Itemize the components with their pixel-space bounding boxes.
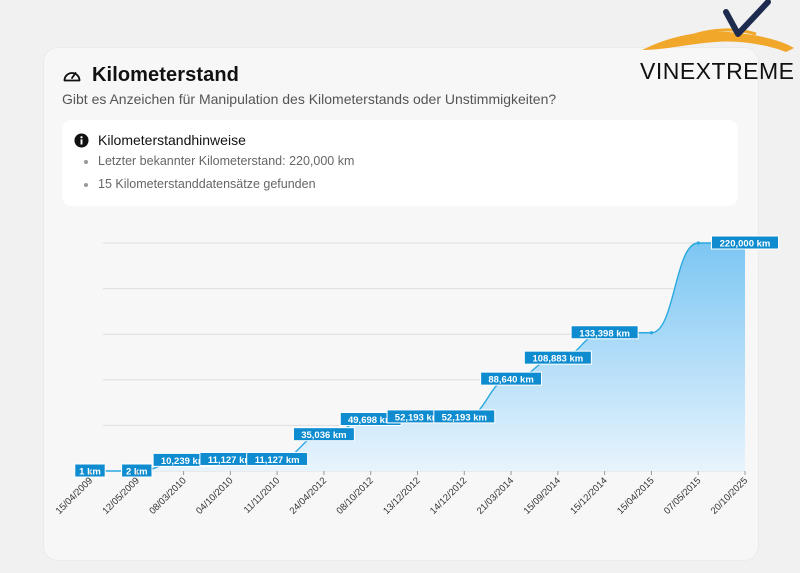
svg-text:10,239 km: 10,239 km bbox=[161, 456, 206, 467]
svg-text:49,698 km: 49,698 km bbox=[348, 415, 393, 426]
note-item: Letzter bekannter Kilometerstand: 220,00… bbox=[98, 150, 354, 173]
data-label: 52,193 km bbox=[386, 409, 449, 424]
data-label: 52,193 km bbox=[433, 409, 496, 424]
x-tick-label: 07/05/2015 bbox=[662, 475, 703, 516]
svg-text:133,398 km: 133,398 km bbox=[579, 328, 630, 339]
data-point[interactable] bbox=[649, 331, 654, 335]
x-tick-label: 15/04/2015 bbox=[615, 475, 656, 516]
x-tick-label: 08/03/2010 bbox=[147, 475, 188, 516]
svg-text:11,127 km: 11,127 km bbox=[255, 455, 300, 466]
data-label: 35,036 km bbox=[292, 427, 355, 442]
x-tick-label: 24/04/2012 bbox=[288, 475, 329, 516]
data-label: 10,239 km bbox=[152, 452, 215, 467]
svg-text:220,000 km: 220,000 km bbox=[720, 239, 771, 250]
x-tick-label: 12/05/2009 bbox=[101, 475, 142, 516]
data-label: 220,000 km bbox=[711, 235, 779, 250]
note-item: 15 Kilometerstanddatensätze gefunden bbox=[98, 173, 354, 196]
svg-text:108,883 km: 108,883 km bbox=[532, 354, 583, 365]
x-tick-label: 11/11/2010 bbox=[242, 475, 282, 515]
card-subtitle: Gibt es Anzeichen für Manipulation des K… bbox=[62, 91, 557, 107]
x-tick-label: 21/03/2014 bbox=[475, 475, 516, 516]
mileage-card: Kilometerstand Gibt es Anzeichen für Man… bbox=[44, 48, 758, 560]
svg-text:88,640 km: 88,640 km bbox=[488, 375, 533, 386]
mileage-notes-panel: Kilometerstandhinweise Letzter bekannter… bbox=[62, 120, 738, 206]
x-tick-label: 14/12/2012 bbox=[428, 475, 469, 516]
svg-text:35,036 km: 35,036 km bbox=[301, 430, 346, 441]
x-tick-label: 15/04/2009 bbox=[54, 475, 95, 516]
x-tick-label: 08/10/2012 bbox=[334, 475, 375, 516]
data-point[interactable] bbox=[696, 241, 700, 245]
data-label: 2 km bbox=[121, 463, 153, 478]
svg-text:11,127 km: 11,127 km bbox=[208, 455, 253, 466]
brand-logo: VINEXTREME bbox=[636, 0, 800, 86]
card-title: Kilometerstand bbox=[92, 64, 239, 86]
svg-text:52,193 km: 52,193 km bbox=[395, 412, 440, 423]
svg-text:52,193 km: 52,193 km bbox=[442, 412, 487, 423]
car-checkmark-icon bbox=[642, 0, 794, 52]
notes-title: Kilometerstandhinweise bbox=[98, 132, 246, 148]
mileage-area bbox=[90, 243, 745, 471]
x-tick-label: 20/10/2025 bbox=[709, 475, 750, 516]
x-tick-label: 15/12/2014 bbox=[568, 475, 609, 516]
info-icon bbox=[74, 132, 89, 148]
data-label: 108,883 km bbox=[523, 350, 592, 365]
x-tick-label: 13/12/2012 bbox=[381, 475, 422, 516]
gauge-icon bbox=[63, 71, 81, 81]
data-label: 11,127 km bbox=[246, 451, 309, 466]
data-label: 1 km bbox=[74, 463, 106, 478]
card-header: Kilometerstand bbox=[62, 64, 239, 87]
notes-list: Letzter bekannter Kilometerstand: 220,00… bbox=[78, 150, 354, 195]
data-label: 133,398 km bbox=[570, 325, 639, 340]
data-label: 88,640 km bbox=[480, 371, 543, 386]
brand-name: VINEXTREME bbox=[640, 58, 795, 84]
x-tick-label: 15/09/2014 bbox=[522, 475, 563, 516]
x-tick-label: 04/10/2010 bbox=[194, 475, 235, 516]
